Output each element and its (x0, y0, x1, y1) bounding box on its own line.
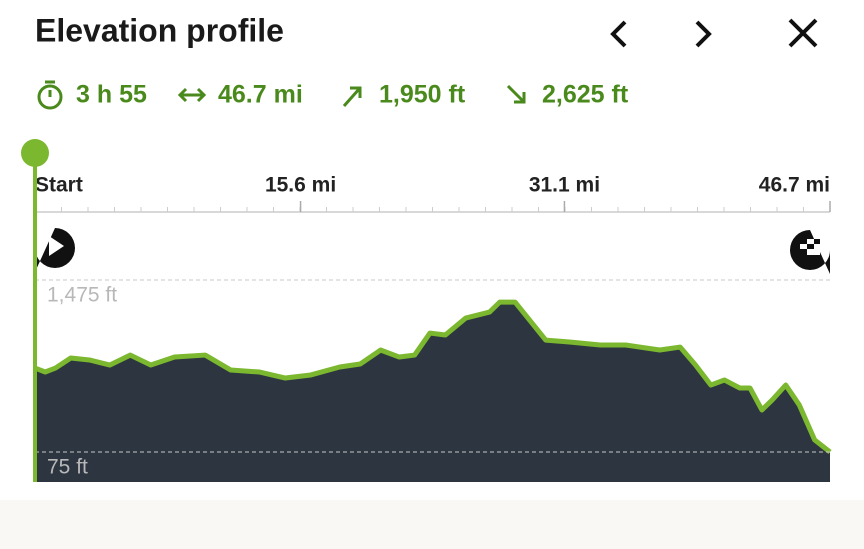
position-handle[interactable] (21, 139, 49, 167)
x-tick-label: 15.6 mi (265, 174, 336, 197)
y-tick-label: 1,475 ft (47, 284, 117, 307)
next-button[interactable] (695, 20, 712, 48)
close-button[interactable] (788, 18, 818, 48)
prev-button[interactable] (610, 20, 627, 48)
stat-icons (37, 80, 526, 110)
x-tick-label: Start (35, 174, 83, 197)
distance: 46.7 mi (218, 81, 303, 109)
footer-area (0, 500, 864, 549)
start-icon (35, 228, 75, 272)
title: Elevation profile (35, 12, 284, 48)
finish-icon (790, 230, 830, 274)
y-tick-label: 75 ft (47, 456, 88, 479)
duration: 3 h 55 (76, 81, 147, 109)
elevation-line (34, 299, 832, 454)
x-tick-label: 31.1 mi (529, 174, 600, 197)
x-tick-label: 46.7 mi (759, 174, 830, 197)
ascent: 1,950 ft (379, 81, 466, 109)
descent: 2,625 ft (542, 81, 629, 109)
